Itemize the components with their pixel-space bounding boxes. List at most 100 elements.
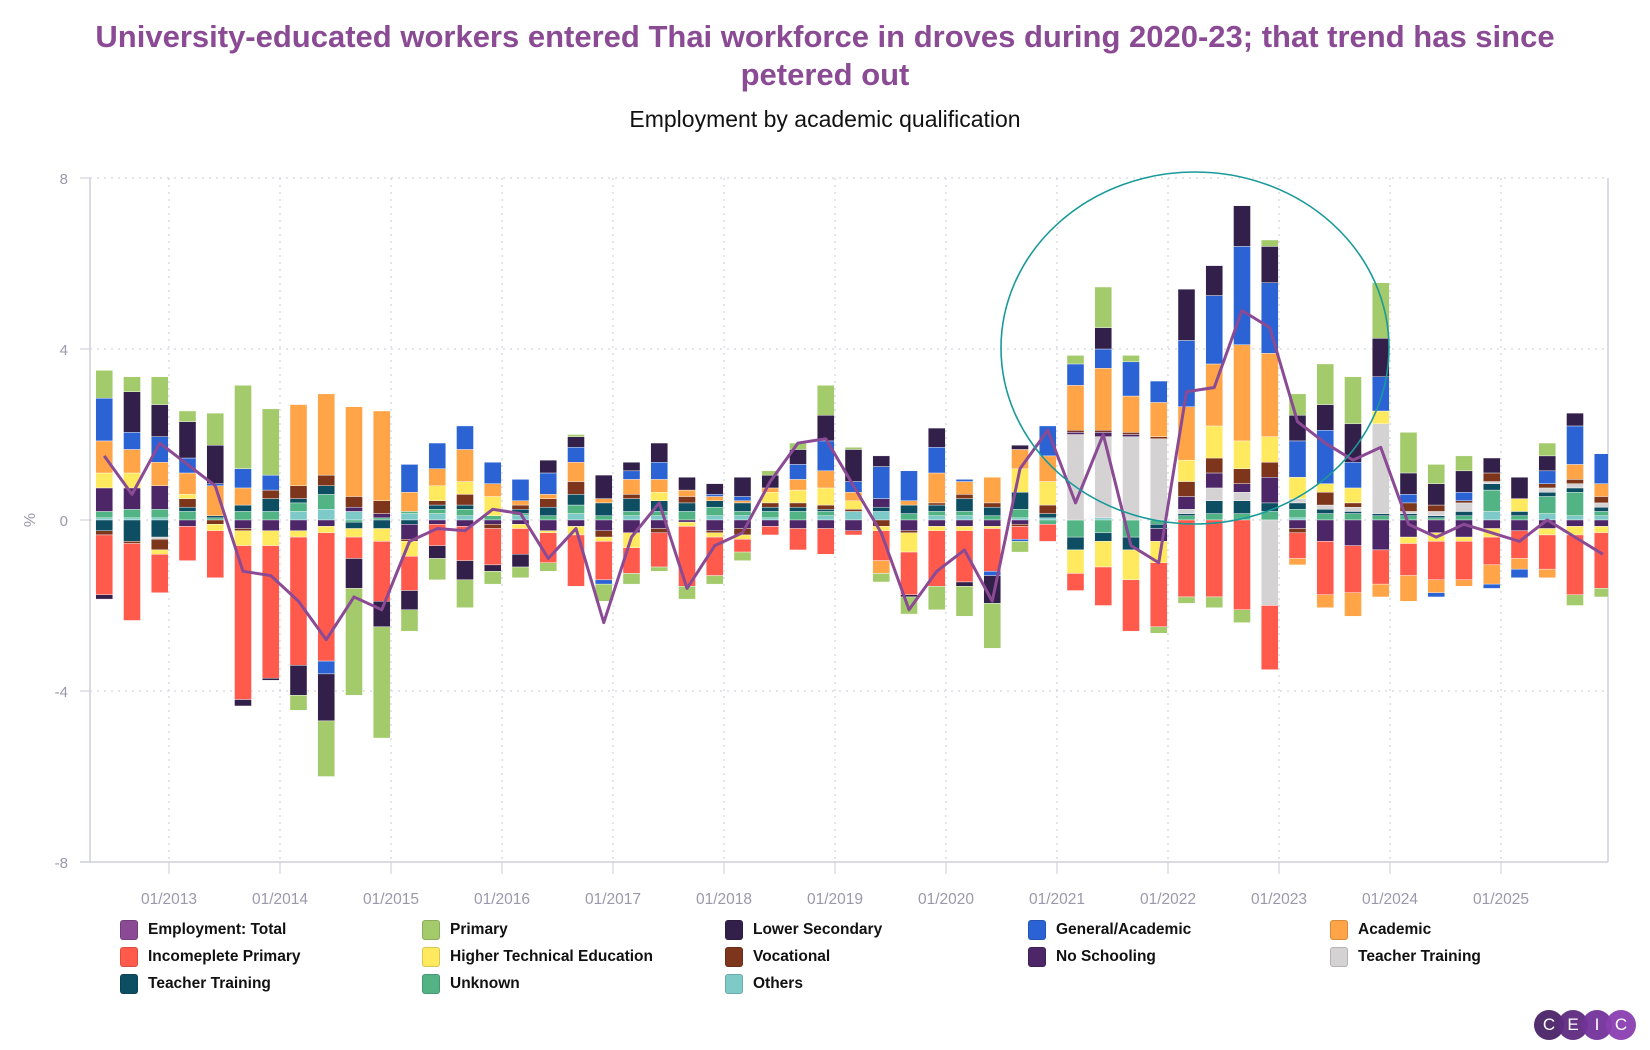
bar-segment xyxy=(900,532,918,553)
bar-stack xyxy=(983,477,1001,649)
bar-segment xyxy=(345,588,363,696)
bar-segment xyxy=(456,579,474,608)
bar-segment xyxy=(1177,481,1196,497)
legend-item[interactable]: General/Academic xyxy=(1028,920,1191,940)
bar-stack xyxy=(456,425,474,608)
bar-segment xyxy=(373,626,391,739)
legend-item[interactable]: Teacher Training xyxy=(120,974,271,994)
legend-item[interactable]: Lower Secondary xyxy=(725,920,882,940)
bar-segment xyxy=(262,519,280,531)
legend-item[interactable]: Others xyxy=(725,974,803,994)
legend-item[interactable]: Incomeplete Primary xyxy=(120,947,300,967)
bar-segment xyxy=(1261,477,1279,504)
bar-segment xyxy=(1399,515,1418,521)
bar-segment xyxy=(484,564,502,572)
logo-letter: C xyxy=(1606,1010,1636,1040)
bar-stack xyxy=(1427,464,1445,598)
bar-segment xyxy=(1094,286,1112,328)
bar-segment xyxy=(317,532,335,662)
bar-stack xyxy=(928,427,946,610)
bar-segment xyxy=(234,385,252,469)
bar-segment xyxy=(1566,412,1584,427)
bar-segment xyxy=(95,519,113,531)
bar-stack xyxy=(706,483,724,585)
bar-stack xyxy=(317,393,335,777)
legend-label: Lower Secondary xyxy=(753,921,883,938)
bar-segment xyxy=(622,470,641,480)
bar-segment xyxy=(1483,481,1501,484)
bar-segment xyxy=(317,494,335,510)
bar-segment xyxy=(1566,487,1584,493)
bar-segment xyxy=(595,515,613,521)
bar-segment xyxy=(1483,519,1501,529)
bar-segment xyxy=(345,521,363,529)
bar-segment xyxy=(234,519,252,529)
bar-segment xyxy=(650,528,668,534)
bar-segment xyxy=(761,470,779,476)
bar-segment xyxy=(178,494,197,499)
bar-segment xyxy=(928,504,946,512)
bar-segment xyxy=(955,515,974,521)
bar-segment xyxy=(1566,492,1584,516)
bar-segment xyxy=(1011,509,1029,519)
bar-segment xyxy=(1011,519,1029,525)
bar-segment xyxy=(317,660,335,675)
bar-segment xyxy=(1122,395,1140,433)
legend-item[interactable]: Employment: Total xyxy=(120,920,286,940)
bar-segment xyxy=(595,530,613,538)
bar-segment xyxy=(1399,472,1418,495)
bar-segment xyxy=(539,515,557,521)
bar-segment xyxy=(1094,430,1112,433)
bar-segment xyxy=(151,536,169,540)
bar-segment xyxy=(511,500,530,506)
bar-segment xyxy=(1011,526,1029,540)
x-tick-label: 01/2014 xyxy=(252,891,308,908)
x-tick-label: 01/2015 xyxy=(363,891,419,908)
legend-label: Primary xyxy=(450,921,508,938)
legend-label: Vocational xyxy=(753,948,831,965)
bar-segment xyxy=(1427,579,1445,593)
bar-segment xyxy=(1205,265,1223,296)
bar-segment xyxy=(289,519,308,531)
bar-segment xyxy=(511,554,530,568)
bar-segment xyxy=(539,494,557,499)
bar-segment xyxy=(1094,348,1112,369)
legend-item[interactable]: Teacher Training xyxy=(1330,947,1481,967)
bar-segment xyxy=(761,517,779,521)
bar-segment xyxy=(151,404,169,437)
bar-segment xyxy=(1177,519,1196,598)
bar-segment xyxy=(1483,457,1501,474)
bar-stack xyxy=(1094,286,1112,606)
bar-segment xyxy=(1177,509,1196,514)
bar-segment xyxy=(1039,517,1057,521)
bar-segment xyxy=(1427,592,1445,598)
legend-item[interactable]: Higher Technical Education xyxy=(422,947,653,967)
x-tick-label: 01/2022 xyxy=(1140,891,1196,908)
bar-segment xyxy=(650,566,668,572)
bar-segment xyxy=(123,519,141,542)
legend-item[interactable]: Vocational xyxy=(725,947,830,967)
bar-stack xyxy=(1566,412,1584,606)
bar-segment xyxy=(123,509,141,519)
bar-segment xyxy=(206,515,224,519)
bar-segment xyxy=(206,517,224,521)
legend-swatch xyxy=(120,974,138,994)
legend-item[interactable]: Primary xyxy=(422,920,508,940)
legend-item[interactable]: No Schooling xyxy=(1028,947,1156,967)
bar-segment xyxy=(178,498,197,508)
bar-segment xyxy=(1039,513,1057,519)
bar-segment xyxy=(234,511,252,521)
bar-segment xyxy=(206,519,224,525)
bar-segment xyxy=(622,462,641,472)
bar-segment xyxy=(178,410,197,422)
bar-segment xyxy=(1372,282,1390,339)
legend-item[interactable]: Unknown xyxy=(422,974,520,994)
bar-segment xyxy=(1288,477,1307,499)
bar-segment xyxy=(567,462,585,482)
bar-segment xyxy=(900,513,918,521)
legend-item[interactable]: Academic xyxy=(1330,920,1431,940)
bar-segment xyxy=(872,506,890,512)
bar-segment xyxy=(1538,492,1556,497)
